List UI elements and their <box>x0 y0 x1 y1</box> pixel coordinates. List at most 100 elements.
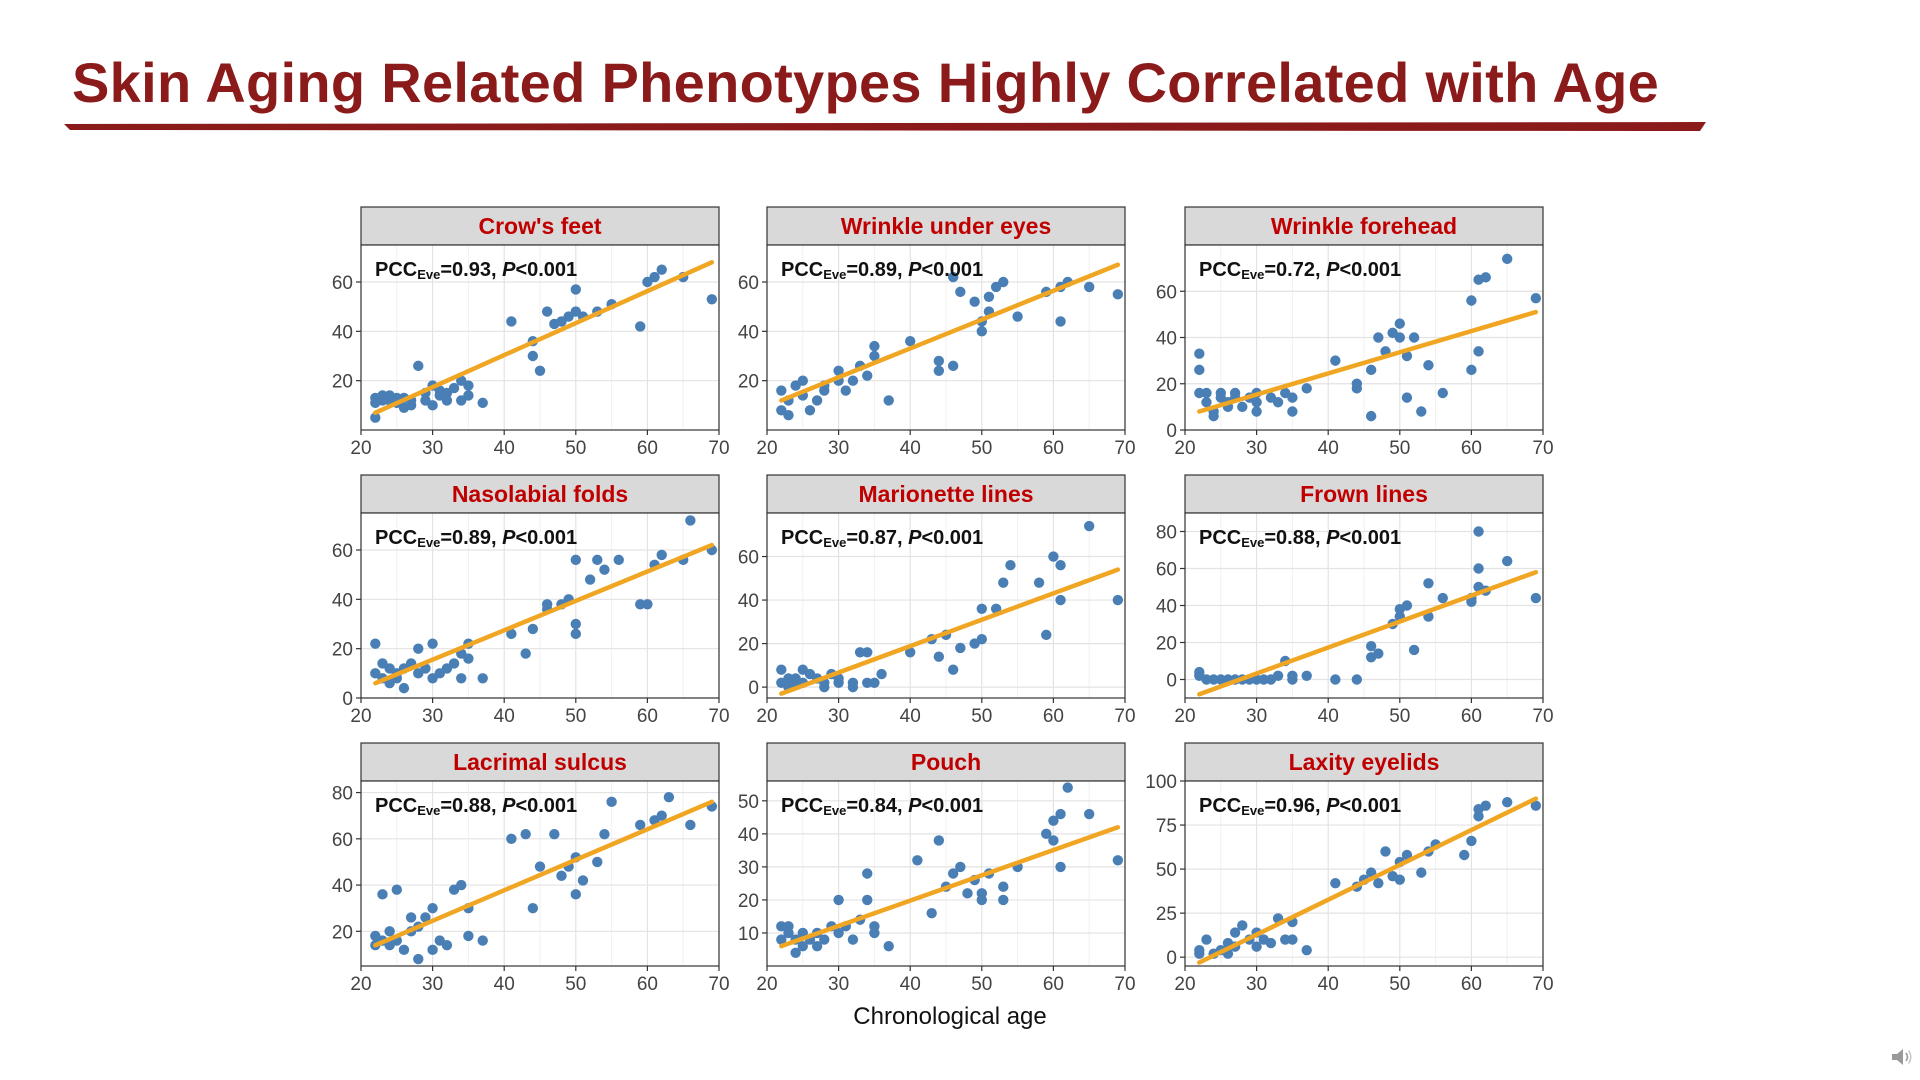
data-point <box>804 405 816 416</box>
data-point <box>534 861 546 872</box>
data-point <box>541 599 553 610</box>
data-point <box>847 677 859 688</box>
data-point <box>377 889 388 900</box>
data-point <box>776 664 787 675</box>
pcc-annotation: PCCEve=0.72, P<0.001 <box>1199 259 1401 282</box>
p-value: <0.001 <box>1339 795 1401 817</box>
data-point <box>1041 828 1052 840</box>
p-value: <0.001 <box>921 527 983 549</box>
data-point <box>398 682 410 694</box>
pcc-subscript: Eve <box>823 267 846 282</box>
scatter-panel: Laxity eyelids PCCEve=0.96, P<0.001 20 30 40… <box>1145 742 1554 995</box>
panel-header <box>766 474 1126 514</box>
speaker-icon[interactable] <box>1890 1046 1914 1068</box>
data-point <box>1466 364 1477 376</box>
data-point <box>1301 670 1312 681</box>
data-point <box>1201 397 1212 408</box>
p-label: P <box>502 259 516 281</box>
x-tick-label: 70 <box>708 706 729 727</box>
data-point <box>1265 937 1277 949</box>
pcc-value: =0.93, <box>440 259 502 281</box>
data-point <box>370 638 381 649</box>
data-point <box>1530 292 1542 304</box>
panel-header <box>360 206 720 246</box>
data-point <box>1258 674 1269 685</box>
trend-line <box>1197 796 1539 965</box>
x-tick-label: 70 <box>1532 974 1553 995</box>
panel-title: Laxity eyelids <box>1289 749 1440 775</box>
data-point <box>811 940 823 952</box>
data-point <box>969 296 980 307</box>
data-point <box>811 395 823 406</box>
data-point <box>1459 849 1470 861</box>
data-point <box>456 879 467 891</box>
y-tick-label: 0 <box>342 689 353 710</box>
pcc-prefix: PCC <box>1199 527 1241 549</box>
data-point <box>1237 401 1248 413</box>
data-point <box>1330 355 1341 366</box>
data-point <box>833 927 844 939</box>
data-point <box>635 819 646 831</box>
x-tick-label: 60 <box>637 974 658 995</box>
data-point <box>599 828 610 840</box>
data-point <box>833 677 844 688</box>
data-point <box>527 902 539 914</box>
y-tick-label: 80 <box>1156 523 1177 544</box>
data-point <box>1365 641 1377 652</box>
panel-title: Lacrimal sulcus <box>453 749 627 775</box>
trend-line <box>779 567 1121 696</box>
data-point <box>869 350 880 362</box>
data-point <box>477 397 488 409</box>
x-tick-label: 30 <box>1246 974 1267 995</box>
data-point <box>1530 592 1542 604</box>
data-point <box>1237 920 1248 931</box>
x-tick-label: 40 <box>900 974 921 995</box>
data-point <box>663 791 675 803</box>
data-point <box>862 370 873 381</box>
data-point <box>790 947 801 958</box>
y-tick-label: 40 <box>738 591 759 612</box>
data-point <box>635 599 646 610</box>
data-point <box>1301 383 1312 394</box>
pcc-annotation: PCCEve=0.87, P<0.001 <box>781 527 983 550</box>
data-point <box>1048 551 1059 562</box>
x-tick-label: 70 <box>1532 706 1553 727</box>
pcc-subscript: Eve <box>417 267 440 282</box>
data-point <box>1416 867 1427 878</box>
pcc-prefix: PCC <box>375 259 417 281</box>
data-point <box>1330 877 1341 889</box>
data-point <box>933 835 945 846</box>
x-tick-label: 20 <box>350 438 371 459</box>
p-label: P <box>908 259 922 281</box>
data-point <box>905 336 916 347</box>
y-tick-label: 20 <box>332 372 353 393</box>
data-point <box>862 868 873 879</box>
data-point <box>1502 555 1513 567</box>
data-point <box>1330 674 1341 685</box>
data-point <box>520 648 531 659</box>
data-point <box>1287 406 1298 417</box>
data-point <box>506 316 517 327</box>
data-point <box>840 385 851 396</box>
pcc-prefix: PCC <box>375 527 417 549</box>
scatter-panel: Nasolabial folds PCCEve=0.89, P<0.001 20 30… <box>332 474 730 727</box>
data-point <box>685 515 696 526</box>
y-tick-label: 60 <box>332 541 353 562</box>
x-tick-label: 60 <box>1043 974 1064 995</box>
data-point <box>1055 861 1066 873</box>
trend-line <box>373 799 715 948</box>
pcc-subscript: Eve <box>1241 267 1264 282</box>
data-point <box>1408 644 1420 656</box>
plot-border <box>360 244 720 431</box>
scatter-panel: Crow's feet PCCEve=0.93, P<0.001 20 30 40 50 6… <box>332 206 730 459</box>
data-point <box>1466 835 1477 847</box>
data-point <box>1201 674 1212 685</box>
trend-line <box>1197 309 1539 414</box>
y-tick-label: 20 <box>1156 634 1177 655</box>
y-tick-label: 60 <box>738 548 759 569</box>
data-point <box>1380 846 1391 857</box>
data-point <box>1423 360 1434 371</box>
y-tick-label: 75 <box>1156 816 1177 837</box>
data-point <box>384 926 395 937</box>
panel-header <box>766 206 1126 246</box>
